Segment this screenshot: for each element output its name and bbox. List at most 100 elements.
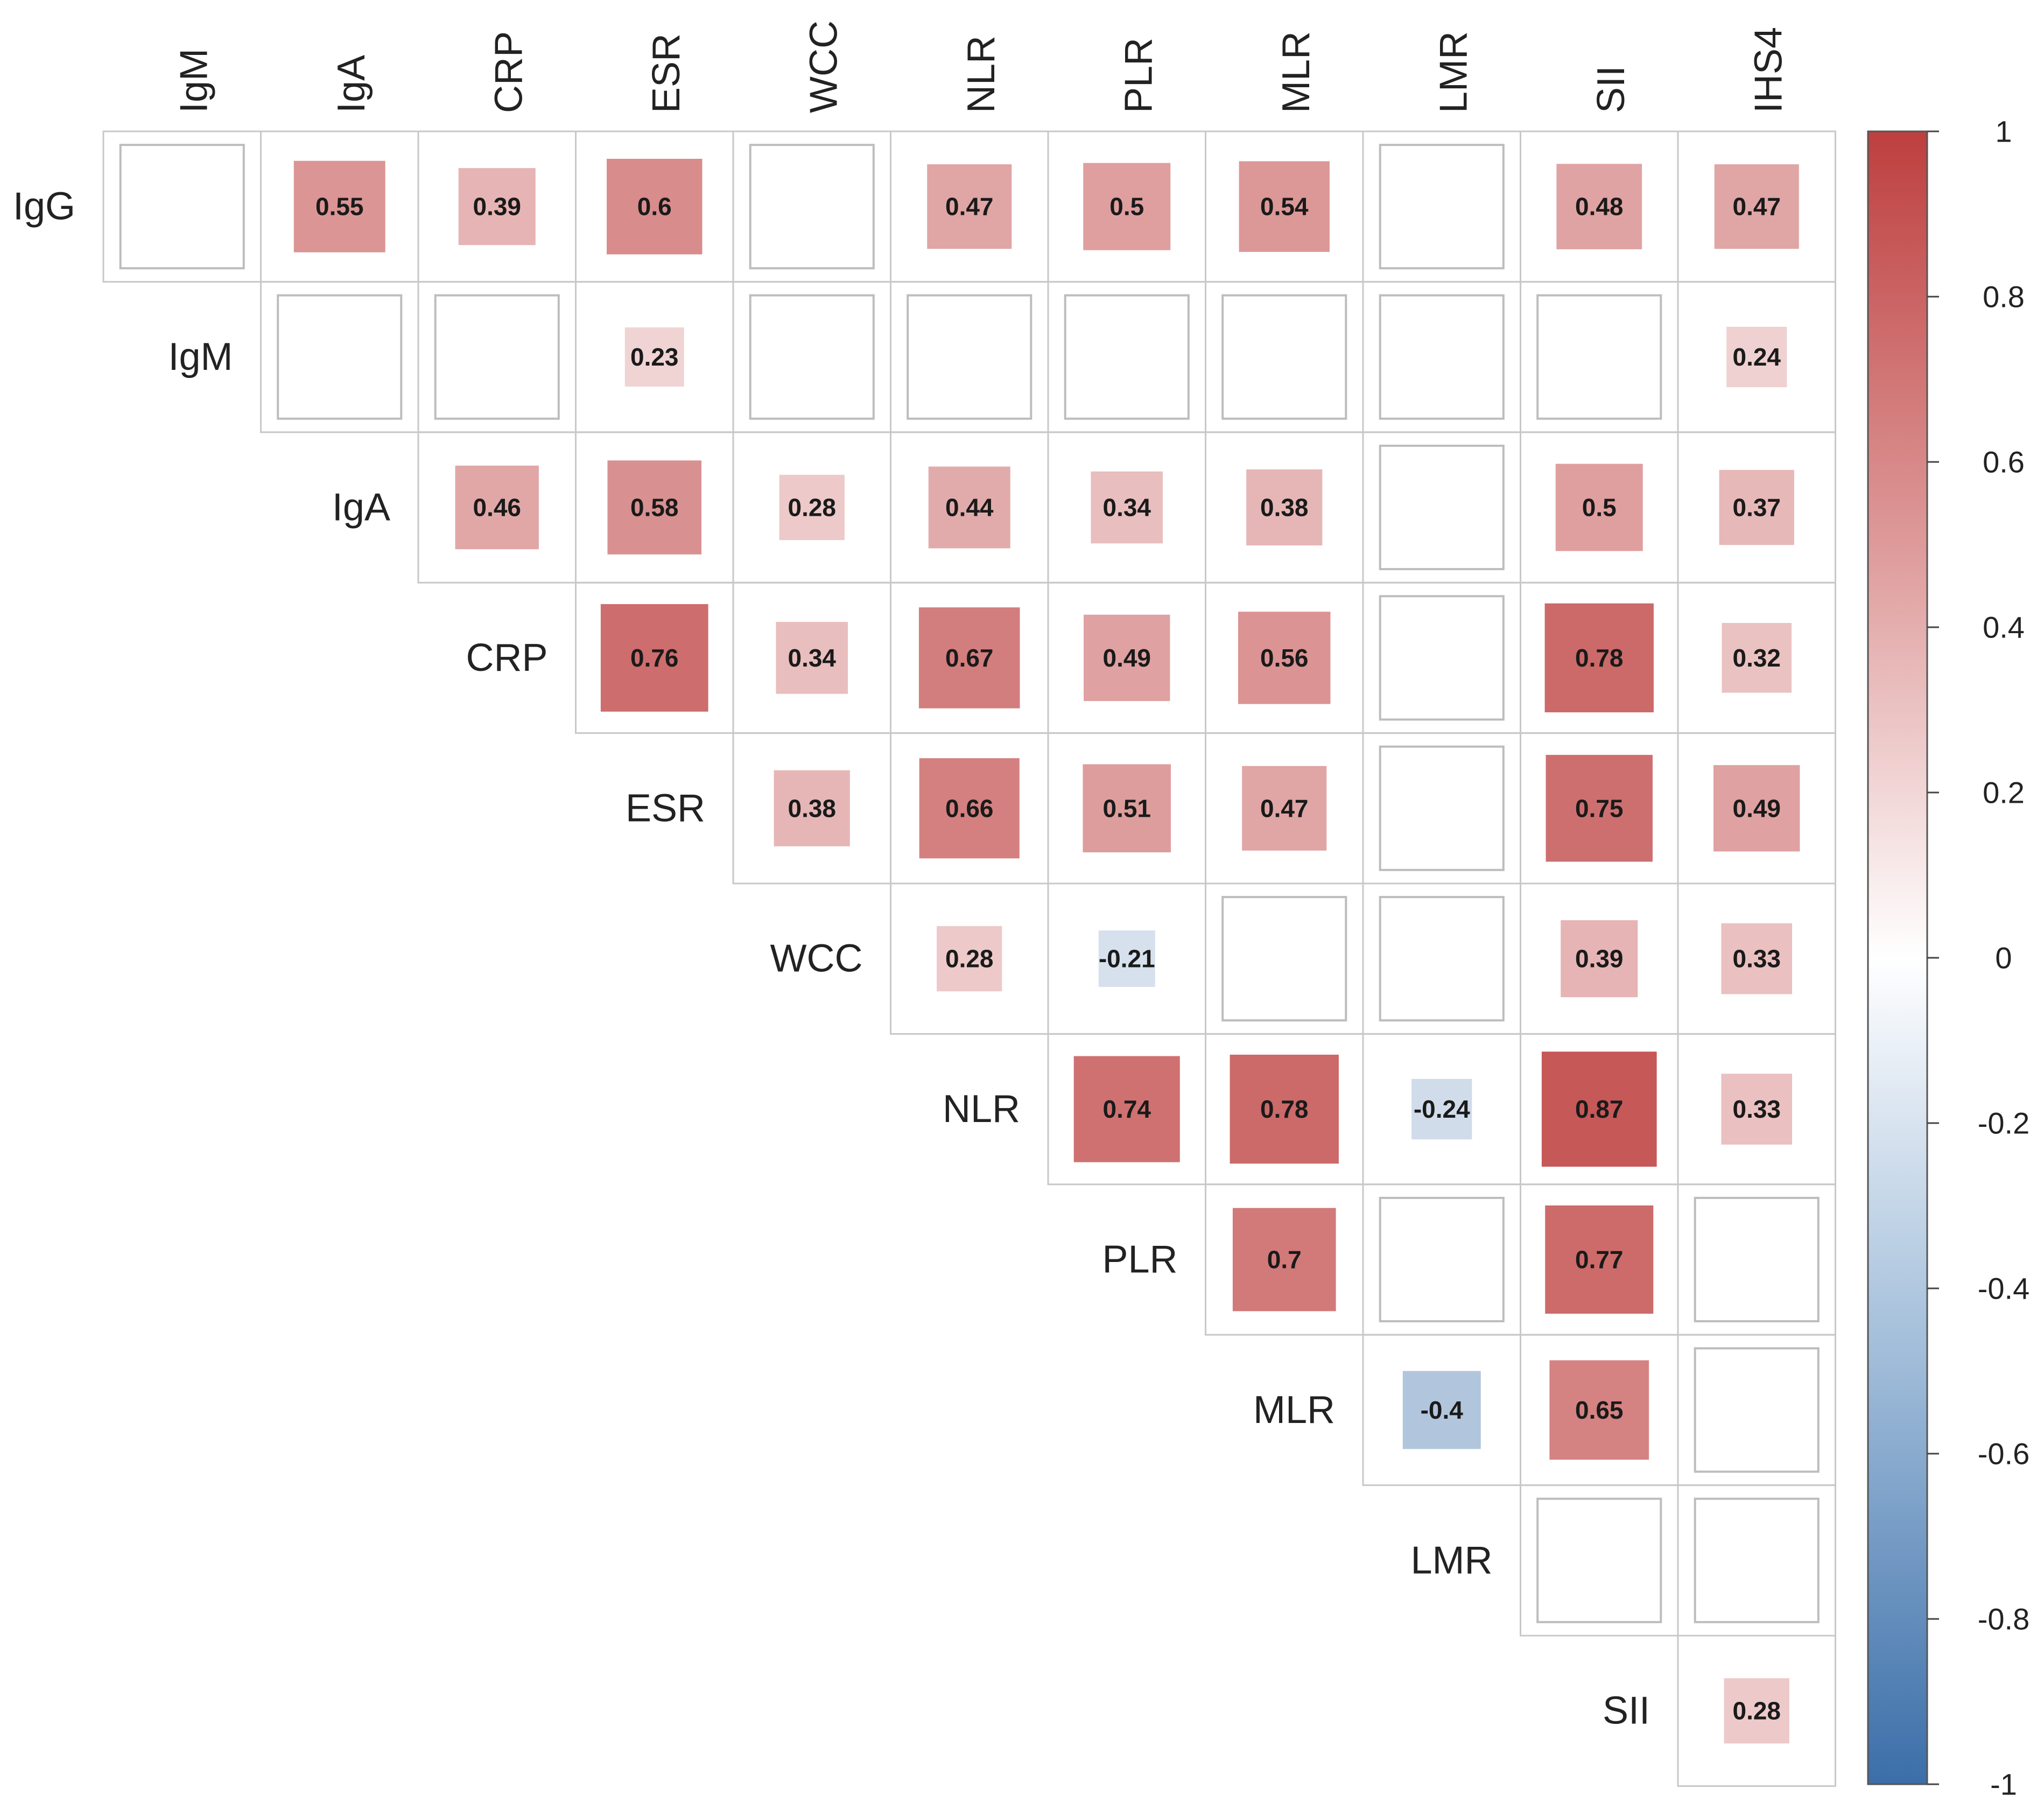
correlation-square xyxy=(1239,161,1330,252)
label-layer: IgG IgM IgA CRP ESR WCC NLR PLR MLR LMR SII IgM IgA C… xyxy=(13,20,1790,1733)
empty-cell-square xyxy=(1536,294,1662,420)
correlation-value-label: 0.39 xyxy=(1575,945,1624,973)
grid-cell xyxy=(1047,281,1206,433)
correlation-square xyxy=(1411,1078,1472,1140)
colorbar-ticks: 1 0.8 0.6 0.4 0.2 0 -0.2 -0.4 -0.6 -0.8 -1 xyxy=(1927,115,2029,1801)
row-label: ESR xyxy=(626,787,705,830)
correlation-value-label: 0.75 xyxy=(1575,794,1624,822)
correlation-value-label: 0.28 xyxy=(945,945,994,973)
correlation-value-label: 0.78 xyxy=(1260,1095,1309,1123)
correlation-square xyxy=(919,758,1020,859)
empty-cell-square xyxy=(1379,144,1505,270)
correlation-square xyxy=(1546,755,1653,862)
empty-cell-square xyxy=(1379,294,1505,420)
row-label: IgA xyxy=(332,486,390,529)
correlation-square xyxy=(1238,612,1331,704)
correlation-square xyxy=(1721,923,1793,994)
grid-cell xyxy=(1362,130,1521,283)
empty-cell-square xyxy=(749,144,875,270)
row-label: PLR xyxy=(1102,1238,1177,1281)
correlation-square xyxy=(1721,1074,1793,1145)
colorbar-tick-label: 0.2 xyxy=(1983,776,2025,810)
correlation-value-label: 0.44 xyxy=(945,494,994,522)
correlation-square xyxy=(1555,464,1643,551)
mark-layer: 0.55 0.39 0.6 0.47 0.5 0.54 0.48 0.47 0.23 0.24 0.… xyxy=(119,144,1820,1744)
empty-cell-square xyxy=(1064,294,1190,420)
correlation-value-label: 0.38 xyxy=(788,794,836,822)
correlation-square xyxy=(1556,164,1642,250)
correlation-square xyxy=(600,604,708,712)
correlation-square xyxy=(458,168,536,246)
column-label: WCC xyxy=(802,20,845,113)
colorbar-tick-label: -0.4 xyxy=(1978,1272,2030,1306)
correlation-square xyxy=(1242,766,1327,851)
correlation-value-label: 0.33 xyxy=(1732,1095,1781,1123)
correlation-value-label: 0.5 xyxy=(1582,494,1617,522)
correlation-square xyxy=(1714,164,1799,249)
correlation-value-label: -0.21 xyxy=(1099,945,1155,973)
correlation-square xyxy=(779,474,845,541)
correlation-value-label: 0.23 xyxy=(630,343,679,371)
correlation-value-label: 0.54 xyxy=(1260,193,1309,221)
correlation-value-label: 0.78 xyxy=(1575,644,1624,672)
correlation-value-label: 0.39 xyxy=(473,193,521,221)
correlation-square xyxy=(937,926,1002,992)
column-label: SII xyxy=(1590,66,1633,113)
correlation-square xyxy=(1545,1205,1654,1314)
grid-cell xyxy=(1677,1183,1836,1336)
correlation-square xyxy=(455,465,539,550)
grid-cell xyxy=(732,281,891,433)
grid-cell xyxy=(890,281,1049,433)
correlation-square xyxy=(293,160,385,253)
correlation-value-label: -0.24 xyxy=(1414,1095,1470,1123)
correlation-value-label: 0.56 xyxy=(1260,644,1309,672)
grid-cell xyxy=(102,130,262,283)
empty-cell-square xyxy=(277,294,403,420)
empty-cell-square xyxy=(1221,896,1347,1022)
colorbar-tick-label: 0 xyxy=(1995,941,2012,975)
correlation-value-label: 0.37 xyxy=(1732,494,1781,522)
correlation-value-label: 0.24 xyxy=(1732,343,1781,371)
colorbar-tick-label: 0.4 xyxy=(1983,611,2025,644)
correlation-value-label: 0.48 xyxy=(1575,193,1624,221)
correlation-value-label: 0.46 xyxy=(473,494,521,522)
correlation-square xyxy=(1724,1678,1789,1744)
correlation-square xyxy=(1541,1051,1657,1167)
empty-cell-square xyxy=(1694,1196,1820,1323)
correlation-square xyxy=(1073,1056,1180,1162)
grid-cell xyxy=(1677,1334,1836,1487)
row-label: MLR xyxy=(1253,1389,1335,1432)
correlation-square xyxy=(1561,920,1638,998)
grid-cell xyxy=(1677,1484,1836,1637)
correlation-square xyxy=(1091,471,1163,544)
row-label: WCC xyxy=(770,937,863,980)
correlation-value-label: 0.77 xyxy=(1575,1246,1624,1274)
grid-layer xyxy=(102,130,1836,1787)
empty-cell-square xyxy=(1379,444,1505,571)
colorbar-tick-label: -0.8 xyxy=(1978,1602,2030,1636)
grid-cell xyxy=(1362,281,1521,433)
correlation-square xyxy=(774,770,850,846)
correlation-value-label: 0.67 xyxy=(945,644,994,672)
correlation-square xyxy=(1246,469,1323,546)
grid-cell xyxy=(1520,1484,1679,1637)
correlation-value-label: 0.47 xyxy=(945,193,994,221)
correlation-square xyxy=(1713,765,1800,852)
correlation-value-label: 0.28 xyxy=(1732,1697,1781,1725)
correlation-value-label: 0.49 xyxy=(1102,644,1151,672)
grid-cell xyxy=(732,130,891,283)
correlation-value-label: 0.34 xyxy=(1102,494,1151,522)
grid-cell xyxy=(1362,1183,1521,1336)
colorbar-tick-label: -0.6 xyxy=(1978,1437,2030,1471)
correlation-value-label: 0.76 xyxy=(630,644,679,672)
grid-cell xyxy=(1362,431,1521,584)
grid-cell xyxy=(417,281,577,433)
correlation-value-label: 0.32 xyxy=(1732,644,1781,672)
column-label: IgM xyxy=(172,48,215,113)
correlation-square xyxy=(624,327,684,387)
row-label: NLR xyxy=(943,1088,1020,1131)
correlation-value-label: 0.49 xyxy=(1732,794,1781,822)
correlation-value-label: 0.58 xyxy=(630,494,679,522)
row-label: LMR xyxy=(1410,1539,1492,1582)
